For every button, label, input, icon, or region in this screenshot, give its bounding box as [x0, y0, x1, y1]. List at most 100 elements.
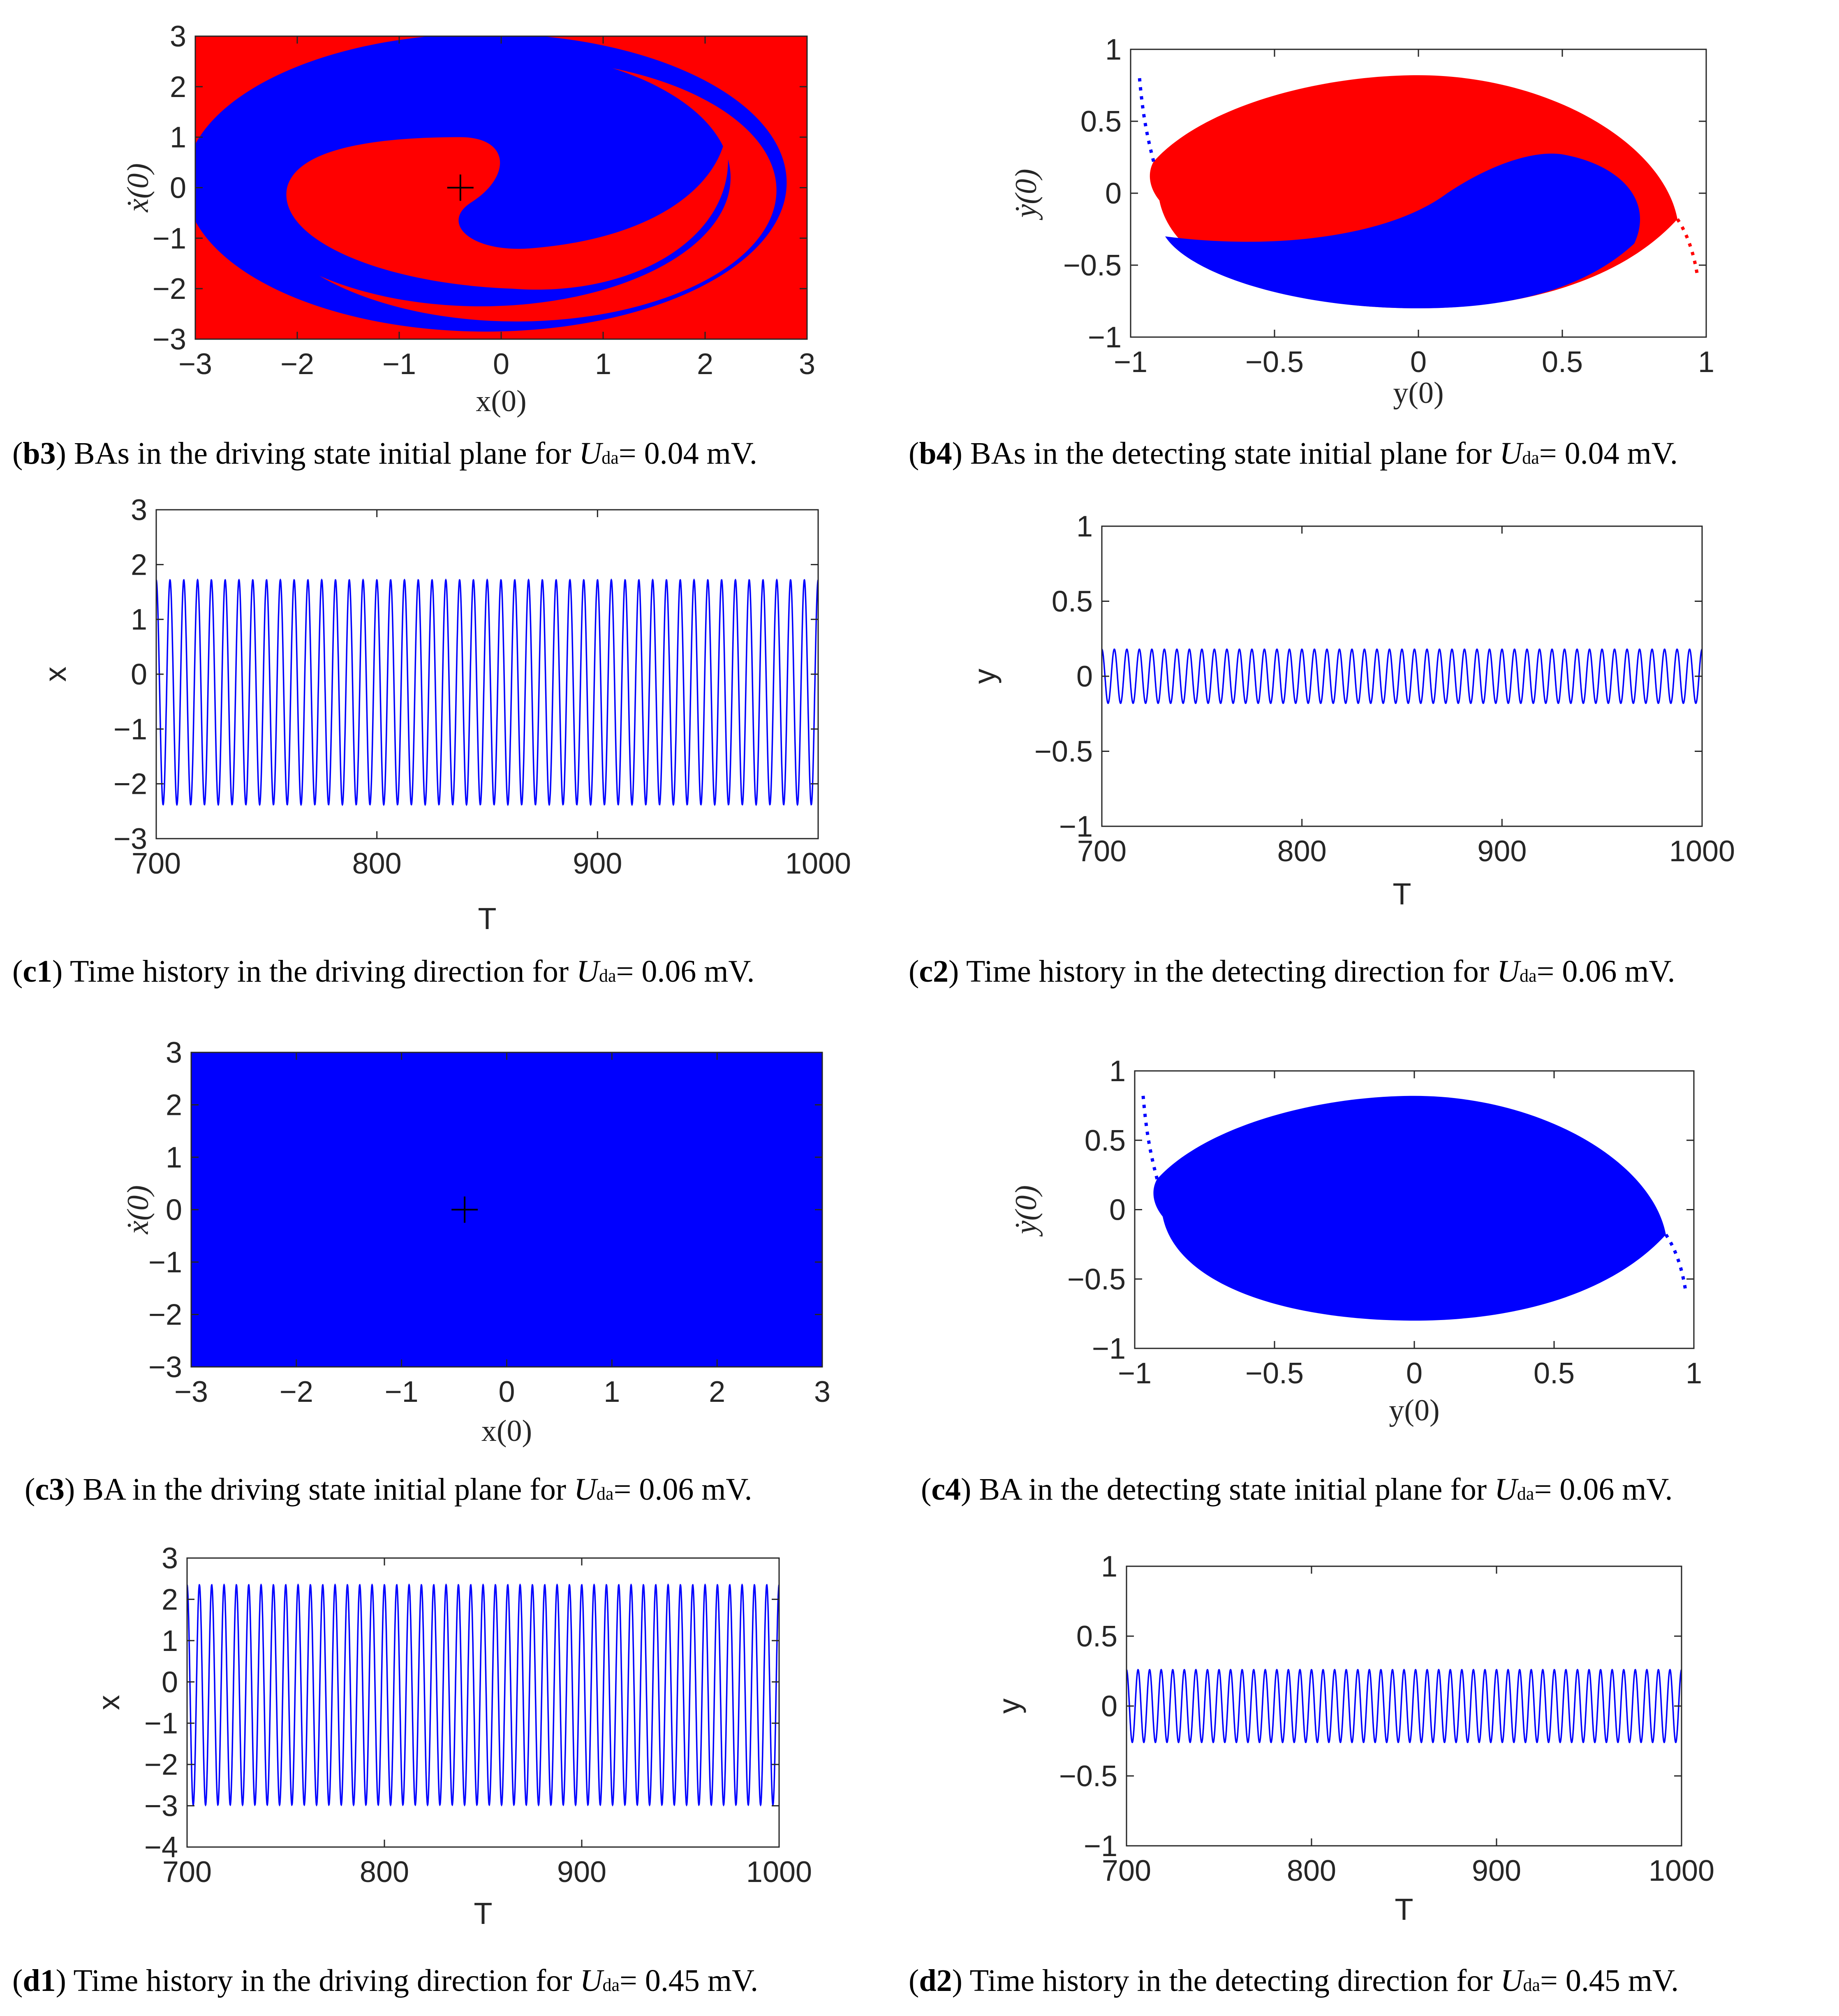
x-axis-label: x(0) — [476, 384, 526, 418]
y-tick-label: 0.5 — [1085, 1124, 1126, 1157]
panel-c3: −3 −2 −1 0 1 2 3 −3 −2 −1 0 1 2 3 x(0) ẋ(0) — [121, 1036, 830, 1448]
basin-area — [191, 1052, 822, 1367]
y-tick-label: −1 — [144, 1707, 178, 1740]
panel-c4: −1 −0.5 0 0.5 1 −1 −0.5 0 0.5 1 y(0) ẏ(0) — [1009, 1055, 1702, 1427]
x-tick-label: 1 — [604, 1376, 620, 1408]
x-tick-label: 800 — [352, 847, 402, 880]
x-tick-label: 800 — [360, 1856, 409, 1889]
x-axis-label: T — [1395, 1892, 1413, 1926]
panel-c2: 700 800 900 1000 −1 −0.5 0 0.5 1 Ty — [967, 510, 1735, 911]
y-tick-label: 3 — [170, 20, 186, 53]
y-tick-label: 3 — [131, 494, 147, 527]
x-tick-label: 0.5 — [1542, 346, 1583, 379]
x-axis-label: T — [1393, 877, 1411, 911]
y-tick-label: 1 — [170, 121, 186, 154]
x-axis-label: T — [478, 902, 496, 936]
x-tick-label: 700 — [162, 1856, 212, 1889]
x-axis-label: y(0) — [1393, 376, 1443, 410]
y-axis-label: x — [38, 667, 72, 682]
series-line — [1126, 1669, 1682, 1743]
y-tick-label: −3 — [144, 1790, 178, 1823]
y-tick-label: 1 — [1109, 1055, 1126, 1088]
x-tick-label: −3 — [178, 348, 212, 381]
x-tick-label: −1 — [385, 1376, 419, 1408]
basin-edge-left — [1138, 75, 1155, 162]
y-axis-label: x — [92, 1695, 126, 1710]
y-axis-label: ẋ(0) — [121, 1185, 155, 1235]
basin-edge-right — [1664, 1234, 1687, 1290]
x-tick-label: 0 — [493, 348, 509, 381]
x-tick-label: 1000 — [746, 1856, 812, 1889]
y-tick-label: −2 — [144, 1748, 178, 1781]
y-tick-label: 2 — [170, 71, 186, 104]
y-tick-label: −1 — [1084, 1830, 1117, 1863]
x-tick-label: 1000 — [1669, 835, 1735, 868]
y-tick-label: −2 — [153, 273, 186, 305]
x-tick-label: −0.5 — [1245, 346, 1304, 379]
series-line — [1101, 648, 1703, 704]
x-tick-label: 1000 — [785, 847, 851, 880]
series-line — [186, 1583, 780, 1807]
y-tick-label: −2 — [148, 1299, 182, 1332]
x-tick-label: 3 — [814, 1376, 830, 1408]
basin-region-blue — [191, 1052, 822, 1367]
panel-c1: 700 800 900 1000 −3 −2 −1 0 1 2 3 Tx — [38, 494, 851, 936]
y-tick-label: −0.5 — [1067, 1263, 1126, 1296]
x-axis-label: T — [474, 1896, 492, 1930]
x-axis-label: y(0) — [1389, 1394, 1439, 1427]
y-tick-label: 0 — [1101, 1690, 1117, 1723]
basin-edge-left — [1141, 1096, 1159, 1180]
y-tick-label: 1 — [166, 1141, 182, 1174]
y-tick-label: −1 — [153, 222, 186, 255]
y-tick-label: −3 — [153, 323, 186, 356]
y-tick-label: 1 — [1101, 1550, 1117, 1583]
x-tick-label: 800 — [1287, 1854, 1336, 1887]
caption-c1: (c1) Time history in the driving directi… — [12, 954, 755, 989]
basin-area — [195, 36, 807, 339]
y-tick-label: −3 — [148, 1351, 182, 1384]
y-tick-label: 1 — [131, 603, 147, 636]
y-tick-label: −1 — [148, 1246, 182, 1279]
y-axis-label: ẋ(0) — [121, 163, 155, 213]
x-tick-label: −1 — [382, 348, 416, 381]
panel-d1: 700 800 900 1000 −4 −3 −2 −1 0 1 2 3 Tx — [92, 1542, 812, 1930]
y-axis-label: y — [992, 1699, 1026, 1714]
x-tick-label: 700 — [1077, 835, 1127, 868]
panel-b3: −3 −2 −1 0 1 2 3 −3 −2 −1 0 1 2 3 x(0) ẋ(0) — [121, 20, 815, 418]
y-tick-label: 2 — [131, 548, 147, 581]
x-tick-label: 1 — [595, 348, 611, 381]
basin-edge-right — [1676, 218, 1699, 277]
x-tick-label: 0.5 — [1534, 1357, 1575, 1390]
y-tick-label: −4 — [144, 1831, 178, 1864]
y-tick-label: −2 — [113, 768, 147, 801]
y-tick-label: 0 — [131, 658, 147, 691]
y-tick-label: 0.5 — [1076, 1620, 1117, 1653]
x-tick-label: 900 — [573, 847, 622, 880]
x-tick-label: −2 — [280, 348, 314, 381]
series-line — [155, 578, 819, 806]
panel-b4: −1 −0.5 0 0.5 1 −1 −0.5 0 0.5 1 y(0) ẏ(0) — [1009, 33, 1714, 410]
x-tick-label: 900 — [1477, 835, 1527, 868]
y-tick-label: 1 — [1076, 510, 1093, 543]
x-axis-label: x(0) — [481, 1414, 532, 1448]
x-tick-label: 2 — [709, 1376, 725, 1408]
y-tick-label: −1 — [113, 713, 147, 746]
x-tick-label: 0 — [498, 1376, 515, 1408]
x-tick-label: 900 — [557, 1856, 606, 1889]
y-tick-label: 0 — [166, 1194, 182, 1227]
y-tick-label: 2 — [162, 1583, 178, 1616]
basin-region-blue — [1153, 1096, 1666, 1321]
caption-d2: (d2) Time history in the detecting direc… — [909, 1963, 1679, 1998]
x-tick-label: −3 — [174, 1376, 208, 1408]
x-tick-label: 1000 — [1649, 1854, 1714, 1887]
y-tick-label: −1 — [1088, 321, 1122, 354]
y-tick-label: −0.5 — [1063, 249, 1122, 282]
y-tick-label: −0.5 — [1034, 735, 1093, 768]
x-tick-label: 0 — [1410, 346, 1427, 379]
x-tick-label: 0 — [1406, 1357, 1423, 1390]
y-tick-label: 0 — [1076, 660, 1093, 693]
x-tick-label: −1 — [1114, 346, 1147, 379]
y-tick-label: 3 — [162, 1542, 178, 1575]
